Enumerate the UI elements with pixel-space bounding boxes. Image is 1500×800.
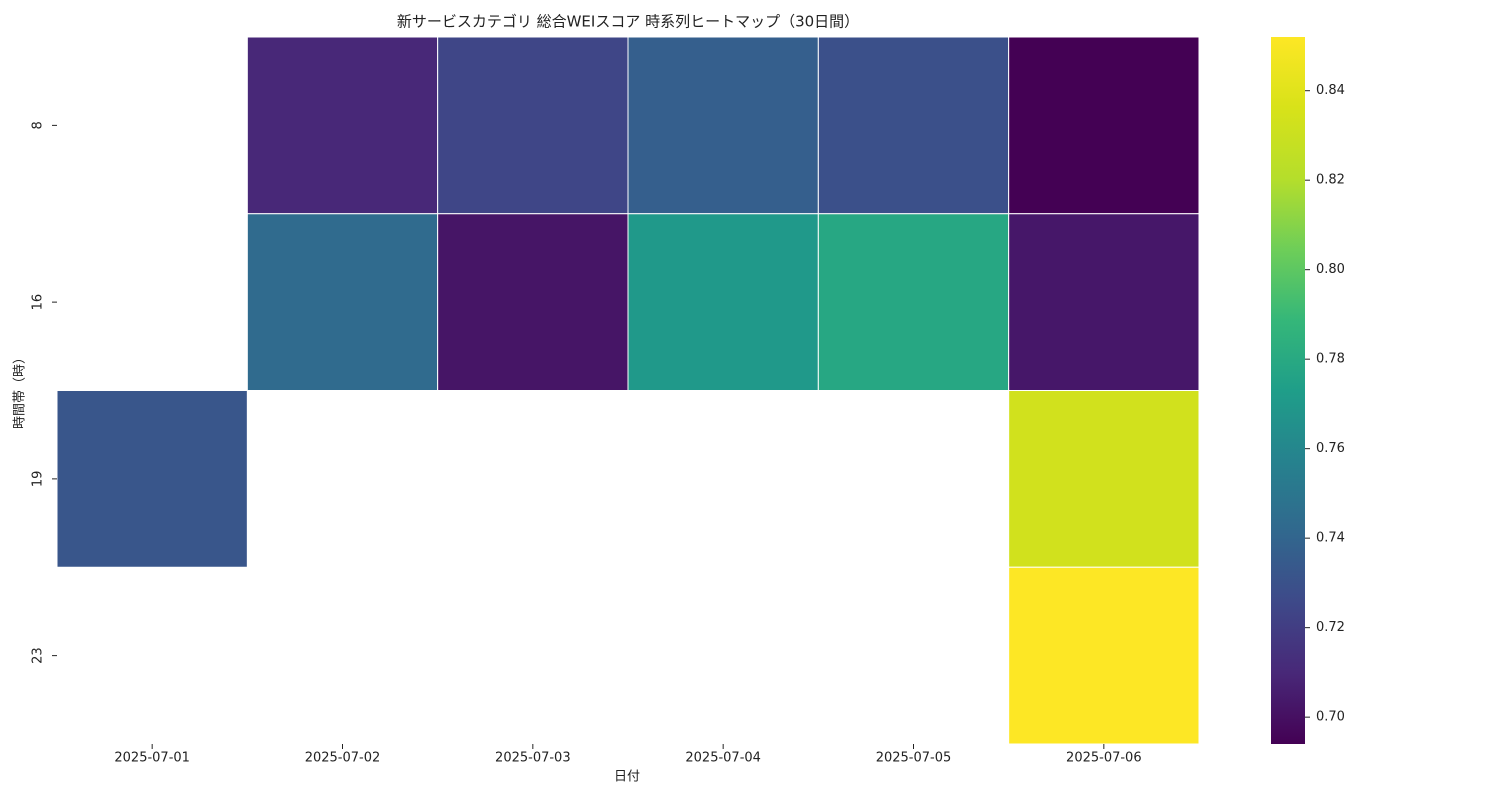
y-tick-label: 19 <box>31 471 46 488</box>
y-tick-label: 16 <box>31 294 46 311</box>
x-tick-label: 2025-07-02 <box>305 751 381 766</box>
heatmap-cell <box>1008 390 1200 568</box>
heatmap-cell <box>56 390 248 568</box>
x-tick-label: 2025-07-06 <box>1066 751 1142 766</box>
heatmap-cell <box>817 36 1010 215</box>
colorbar <box>1271 37 1305 744</box>
y-tick-label: 23 <box>31 647 46 664</box>
heatmap-cell <box>246 36 439 215</box>
colorbar-tick-label: 0.80 <box>1316 262 1345 277</box>
heatmap-cell <box>1008 213 1200 391</box>
colorbar-tick-label: 0.82 <box>1316 173 1345 188</box>
x-tick-label: 2025-07-04 <box>685 751 761 766</box>
colorbar-tick-label: 0.78 <box>1316 352 1345 367</box>
heatmap-cell <box>437 36 629 215</box>
colorbar-tick-label: 0.70 <box>1316 710 1345 725</box>
colorbar-tick-label: 0.84 <box>1316 83 1345 98</box>
heatmap-cell <box>627 36 819 215</box>
heatmap-cell <box>1008 566 1200 745</box>
x-tick-label: 2025-07-03 <box>495 751 571 766</box>
heatmap-cell <box>627 213 819 391</box>
heatmap-cell <box>437 213 629 391</box>
heatmap-cell <box>817 213 1010 391</box>
y-axis-label: 時間帯（時） <box>13 351 28 429</box>
x-tick-label: 2025-07-05 <box>876 751 952 766</box>
colorbar-tick-label: 0.74 <box>1316 531 1345 546</box>
x-tick-label: 2025-07-01 <box>114 751 190 766</box>
y-tick-label: 8 <box>31 121 46 129</box>
x-axis-label: 日付 <box>614 770 640 785</box>
heatmap-cell <box>246 213 439 391</box>
colorbar-tick-label: 0.76 <box>1316 441 1345 456</box>
colorbar-tick-label: 0.72 <box>1316 620 1345 635</box>
heatmap-cell <box>1008 36 1200 215</box>
chart-title: 新サービスカテゴリ 総合WEIスコア 時系列ヒートマップ（30日間） <box>397 13 859 31</box>
